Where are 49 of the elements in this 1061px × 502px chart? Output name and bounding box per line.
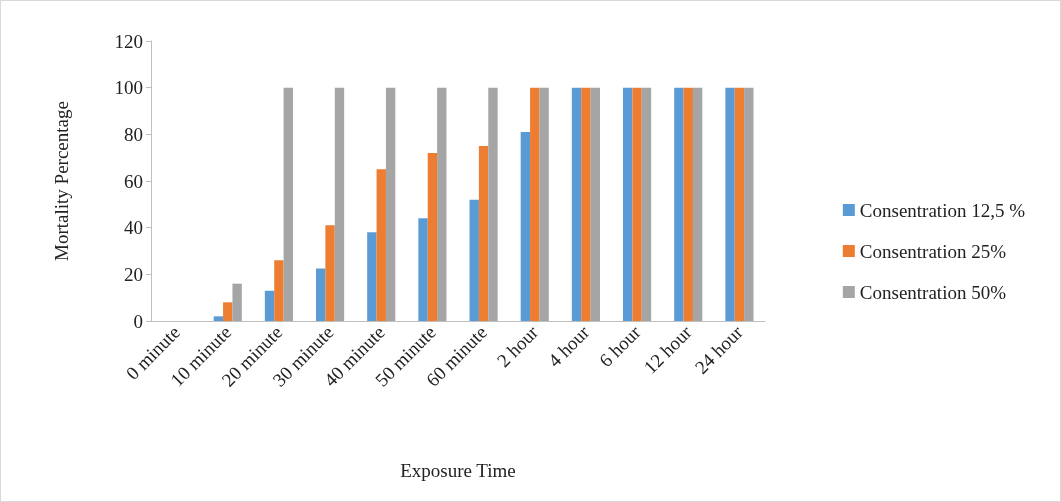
bar (316, 268, 326, 321)
legend-label: Consentration 50% (859, 281, 1007, 303)
y-tick-label: 20 (124, 263, 143, 285)
bar (520, 132, 531, 321)
bar (283, 87, 293, 321)
x-tick-label: 6 hour (594, 321, 645, 372)
bar (469, 199, 479, 321)
bar (264, 290, 275, 321)
y-tick-label: 120 (114, 30, 143, 52)
bar (223, 302, 233, 321)
x-tick-label: 2 hour (492, 321, 543, 372)
x-axis-title: Exposure Time (400, 460, 516, 481)
bar (581, 87, 591, 321)
y-tick-label: 100 (114, 77, 143, 99)
bar (478, 146, 489, 321)
y-tick-label: 60 (124, 170, 143, 192)
y-tick-label: 0 (133, 310, 143, 332)
bar (539, 87, 549, 321)
legend-label: Consentration 25% (859, 240, 1007, 262)
bar (590, 87, 600, 321)
bar (437, 87, 447, 321)
bar (385, 87, 396, 321)
bar (418, 218, 428, 321)
bar (674, 87, 684, 321)
y-axis-title: Mortality Percentage (51, 101, 72, 261)
bar (274, 260, 284, 321)
bar (632, 87, 642, 321)
bar (488, 87, 498, 321)
bar (623, 87, 633, 321)
bar (334, 87, 345, 321)
y-tick-label: 40 (124, 217, 143, 239)
bar (530, 87, 540, 321)
bar (683, 87, 693, 321)
bar (725, 87, 735, 321)
legend-label: Consentration 12,5 % (859, 199, 1026, 221)
x-tick-label: 24 hour (690, 321, 748, 378)
x-tick-label: 4 hour (543, 321, 594, 372)
bar (325, 225, 335, 321)
bar (571, 87, 582, 321)
bar (734, 87, 745, 321)
bar (232, 283, 242, 321)
bar (744, 87, 754, 321)
y-tick-label: 80 (124, 123, 143, 145)
bar (367, 232, 377, 321)
bar (213, 316, 224, 321)
bar (376, 169, 386, 321)
bar (641, 87, 652, 321)
bar (692, 87, 703, 321)
bar (427, 153, 438, 321)
